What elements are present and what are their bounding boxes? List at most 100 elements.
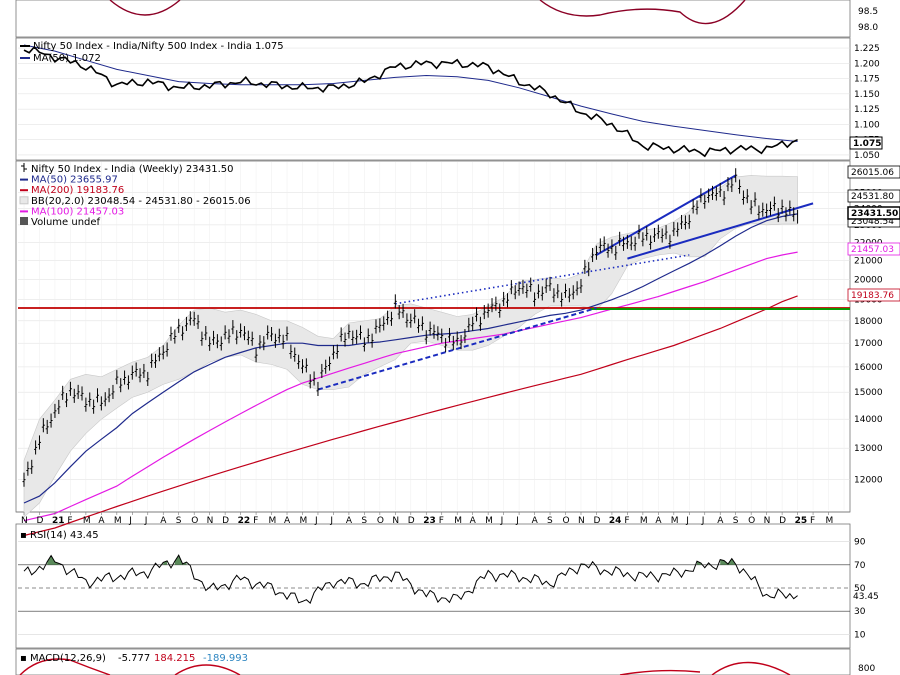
x-axis-label: M: [269, 516, 277, 526]
x-axis-label: M: [454, 516, 462, 526]
panel-frame-0: [15, 0, 851, 38]
rsi-y-axis: 90 70 50 30 10: [854, 538, 866, 641]
price-value-box: [847, 189, 900, 203]
ratio-tick-label: 1.050: [854, 151, 880, 161]
legend-entry: Nifty 50 Index - India (Weekly) 23431.50: [31, 164, 234, 175]
x-axis-label: S: [361, 516, 367, 526]
panel-frame-3: [15, 523, 851, 649]
price-value-label: 24531.80: [851, 192, 894, 202]
x-axis-label: J: [515, 516, 519, 526]
rsi-tick-label: 50: [854, 584, 866, 594]
price-value-box: [847, 242, 900, 256]
x-axis-label: O: [191, 516, 198, 526]
rsi-overbought-fill: [163, 560, 168, 565]
top-tick-980: 98.0: [858, 23, 878, 33]
x-axis-label: O: [377, 516, 384, 526]
top-strip-curve-a: [109, 0, 181, 16]
x-axis-label: M: [485, 516, 493, 526]
price-value-box: [847, 206, 900, 220]
rsi-tick-label: 30: [854, 607, 866, 617]
x-axis-label: O: [563, 516, 570, 526]
x-axis-label: J: [314, 516, 318, 526]
macd-legend-hist: -189.993: [203, 653, 248, 664]
macd-legend-label: MACD(12,26,9): [30, 653, 106, 664]
price-value-label: 19183.76: [851, 291, 894, 301]
ma50-line: [23, 213, 798, 504]
ratio-last-value: 1.075: [853, 139, 881, 149]
horizontal-levels: [18, 307, 850, 310]
rsi-tick-label: 70: [854, 561, 866, 571]
rsi-tick-label: 90: [854, 538, 866, 548]
x-axis-label: N: [21, 516, 28, 526]
legend-swatch: [20, 217, 28, 225]
legend-entry: BB(20,2.0) 23048.54 - 24531.80 - 26015.0…: [31, 196, 251, 207]
x-axis-label: M: [671, 516, 679, 526]
price-value-label: 26015.06: [851, 168, 894, 178]
top-strip-panel: 98.5 98.0: [109, 0, 878, 33]
x-axis-label: A: [346, 516, 353, 526]
x-axis-label: D: [222, 516, 229, 526]
top-strip-curve-b: [539, 0, 746, 25]
x-axis-label: F: [624, 516, 629, 526]
rsi-legend-text: RSI(14) 43.45: [30, 530, 99, 541]
macd-legend-signal: 184.215: [154, 653, 195, 664]
x-axis-label: N: [207, 516, 214, 526]
rsi-tick-label: 10: [854, 630, 866, 640]
price-tick-label: 15000: [854, 388, 883, 398]
time-axis: N D 21 F M A M J J A S O N D 22 F M A M J J A S O N D 23 F M A M J J A S O N…: [21, 512, 833, 526]
macd-panel: ▪ MACD(12,26,9) -5.777 184.215 -189.993 …: [19, 653, 875, 675]
ratio-panel: Nifty 50 Index - India/Nifty 500 Index -…: [18, 41, 883, 161]
rsi-overbought-fill: [47, 555, 59, 565]
price-value-label: 23048.54: [851, 217, 894, 227]
x-axis-label: D: [408, 516, 415, 526]
rsi-last-value: 43.45: [853, 592, 879, 602]
ratio-series-line: [23, 45, 798, 158]
price-tick-label: 13000: [854, 444, 883, 454]
rsi-legend-marker: ▪: [20, 530, 27, 541]
x-axis-label: D: [779, 516, 786, 526]
panel-frames: [15, 0, 851, 675]
panel-frame-4: [15, 648, 851, 675]
x-axis-label: 22: [238, 516, 251, 526]
x-axis-label: J: [144, 516, 148, 526]
x-axis-label: N: [764, 516, 771, 526]
x-axis-label: A: [284, 516, 291, 526]
x-axis-label: 25: [795, 516, 808, 526]
ratio-legend-ma: MA(50) 1.072: [33, 53, 101, 64]
bollinger-band: [23, 175, 798, 518]
ratio-gridlines: [18, 47, 850, 156]
legend-swatch: [19, 196, 29, 205]
x-axis-label: A: [655, 516, 662, 526]
x-axis-label: J: [701, 516, 705, 526]
x-axis-label: N: [578, 516, 585, 526]
ma200-line: [23, 295, 798, 537]
ratio-tick-label: 1.100: [854, 120, 880, 130]
price-y-axis: 2500024000230002200021000200001900018000…: [854, 188, 883, 485]
x-axis-label: 24: [609, 516, 622, 526]
x-axis-label: J: [128, 516, 132, 526]
x-axis-label: M: [114, 516, 122, 526]
price-legend: Nifty 50 Index - India (Weekly) 23431.50…: [19, 163, 251, 228]
ratio-tick-label: 1.225: [854, 44, 880, 54]
price-tick-label: 14000: [854, 415, 883, 425]
price-value-label: 23431.50: [851, 209, 898, 219]
macd-signal-curve: [19, 658, 791, 675]
x-axis-label: D: [593, 516, 600, 526]
x-axis-label: N: [392, 516, 399, 526]
price-value-label: 21457.03: [851, 245, 894, 255]
x-axis-label: F: [67, 516, 72, 526]
macd-tick-800: 800: [858, 664, 875, 674]
x-axis-label: 21: [52, 516, 65, 526]
top-tick-985: 98.5: [858, 7, 878, 17]
legend-entry: MA(100) 21457.03: [31, 206, 124, 217]
x-axis-label: O: [748, 516, 755, 526]
panel-frame-1: [15, 37, 851, 161]
x-axis-label: F: [810, 516, 815, 526]
x-axis-label: A: [470, 516, 477, 526]
x-axis-label: 23: [423, 516, 436, 526]
x-axis-label: S: [176, 516, 182, 526]
rsi-panel: ▪ RSI(14) 43.45 90 70 50 30 10 43.45: [18, 530, 879, 640]
price-tick-label: 16000: [854, 363, 883, 373]
x-axis-label: F: [253, 516, 258, 526]
x-axis-label: S: [733, 516, 739, 526]
